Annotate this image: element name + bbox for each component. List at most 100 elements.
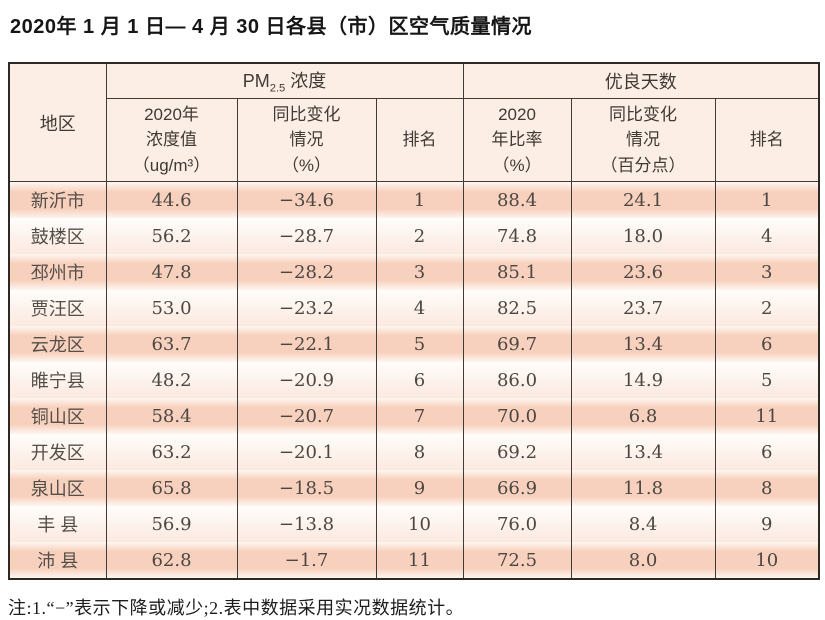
- region-cell: 泉山区: [8, 470, 107, 506]
- header-group-pm25: PM2.5 浓度: [105, 62, 464, 99]
- pm-rank-cell: 10: [375, 506, 464, 542]
- pm-rank-cell: 4: [375, 290, 464, 326]
- region-cell: 鼓楼区: [8, 218, 107, 254]
- table-row: 邳州市 47.8 −28.2 3 85.1 23.6 3: [8, 254, 820, 290]
- good-ratio-cell: 72.5: [462, 542, 572, 579]
- header-group-row: 地区 PM2.5 浓度 优良天数: [8, 62, 820, 182]
- header-pm-rank: 排名: [375, 98, 464, 182]
- pm-change-cell: −18.5: [236, 470, 377, 506]
- table-row: 睢宁县 48.2 −20.9 6 86.0 14.9 5: [8, 362, 820, 398]
- good-rank-cell: 4: [714, 218, 820, 254]
- pm-suffix: 浓度: [285, 71, 327, 92]
- good-rank-cell: 11: [714, 398, 820, 434]
- header-line: （%）: [492, 155, 542, 175]
- header-good-rank: 排名: [714, 98, 820, 182]
- pm-change-cell: −23.2: [236, 290, 377, 326]
- pm-change-cell: −28.2: [236, 254, 377, 290]
- good-rank-cell: 1: [714, 181, 820, 218]
- region-cell: 丰 县: [8, 506, 107, 542]
- good-ratio-cell: 82.5: [462, 290, 572, 326]
- good-change-cell: 23.6: [570, 254, 716, 290]
- good-change-cell: 18.0: [570, 218, 716, 254]
- pm-value-cell: 47.8: [105, 254, 238, 290]
- header-pm-change: 同比变化 情况 （%）: [236, 98, 377, 182]
- pm-change-cell: −20.9: [236, 362, 377, 398]
- header-good-ratio: 2020 年比率 （%）: [462, 98, 572, 182]
- pm-rank-cell: 9: [375, 470, 464, 506]
- header-region: 地区: [8, 62, 107, 182]
- pm-value-cell: 56.2: [105, 218, 238, 254]
- good-change-cell: 13.4: [570, 326, 716, 362]
- region-cell: 新沂市: [8, 181, 107, 218]
- region-cell: 云龙区: [8, 326, 107, 362]
- pm-subscript: 2.5: [269, 82, 286, 95]
- good-ratio-cell: 85.1: [462, 254, 572, 290]
- pm-change-cell: −22.1: [236, 326, 377, 362]
- region-cell: 开发区: [8, 434, 107, 470]
- good-change-cell: 14.9: [570, 362, 716, 398]
- page-title: 2020年 1 月 1 日— 4 月 30 日各县（市）区空气质量情况: [10, 16, 533, 38]
- pm-value-cell: 63.7: [105, 326, 238, 362]
- table-header: 地区 PM2.5 浓度 优良天数 2020年 浓度值 （ug/m³） 同比变化 …: [8, 62, 820, 182]
- pm-rank-cell: 1: [375, 181, 464, 218]
- header-line: 同比变化: [272, 104, 341, 124]
- good-ratio-cell: 86.0: [462, 362, 572, 398]
- pm-rank-cell: 11: [375, 542, 464, 579]
- pm-rank-cell: 5: [375, 326, 464, 362]
- pm-value-cell: 63.2: [105, 434, 238, 470]
- header-good-change: 同比变化 情况 （百分点）: [570, 98, 716, 182]
- table-row: 云龙区 63.7 −22.1 5 69.7 13.4 6: [8, 326, 820, 362]
- good-change-cell: 8.0: [570, 542, 716, 579]
- region-cell: 邳州市: [8, 254, 107, 290]
- pm-rank-cell: 8: [375, 434, 464, 470]
- pm-change-cell: −28.7: [236, 218, 377, 254]
- region-cell: 铜山区: [8, 398, 107, 434]
- header-line: 情况: [626, 130, 661, 150]
- pm-value-cell: 62.8: [105, 542, 238, 579]
- header-line: 2020年: [144, 104, 199, 124]
- table-row: 鼓楼区 56.2 −28.7 2 74.8 18.0 4: [8, 218, 820, 254]
- good-rank-cell: 8: [714, 470, 820, 506]
- pm-value-cell: 56.9: [105, 506, 238, 542]
- good-change-cell: 6.8: [570, 398, 716, 434]
- good-ratio-cell: 69.7: [462, 326, 572, 362]
- good-rank-cell: 6: [714, 434, 820, 470]
- good-change-cell: 24.1: [570, 181, 716, 218]
- header-line: 年比率: [491, 130, 543, 150]
- pm-rank-cell: 6: [375, 362, 464, 398]
- good-ratio-cell: 70.0: [462, 398, 572, 434]
- header-sub-row: 2020年 浓度值 （ug/m³） 同比变化 情况 （%） 排名 2020 年比…: [9, 98, 820, 182]
- good-rank-cell: 3: [714, 254, 820, 290]
- good-ratio-cell: 66.9: [462, 470, 572, 506]
- good-ratio-cell: 88.4: [462, 181, 572, 218]
- good-rank-cell: 5: [714, 362, 820, 398]
- good-change-cell: 11.8: [570, 470, 716, 506]
- pm-change-cell: −1.7: [236, 542, 377, 579]
- good-rank-cell: 10: [714, 542, 820, 579]
- header-pm-value: 2020年 浓度值 （ug/m³）: [105, 98, 238, 182]
- region-cell: 睢宁县: [8, 362, 107, 398]
- pm-value-cell: 44.6: [105, 181, 238, 218]
- air-quality-table: 地区 PM2.5 浓度 优良天数 2020年 浓度值 （ug/m³） 同比变化 …: [8, 62, 821, 580]
- good-ratio-cell: 74.8: [462, 218, 572, 254]
- table-body: 新沂市 44.6 −34.6 1 88.4 24.1 1 鼓楼区 56.2 −2…: [8, 181, 820, 579]
- good-rank-cell: 2: [714, 290, 820, 326]
- pm-change-cell: −20.7: [236, 398, 377, 434]
- header-line: （ug/m³）: [132, 155, 211, 175]
- good-rank-cell: 6: [714, 326, 820, 362]
- region-cell: 贾汪区: [8, 290, 107, 326]
- table-row: 沛 县 62.8 −1.7 11 72.5 8.0 10: [8, 542, 820, 579]
- region-cell: 沛 县: [8, 542, 107, 579]
- pm-value-cell: 48.2: [105, 362, 238, 398]
- good-rank-cell: 9: [714, 506, 820, 542]
- header-line: 浓度值: [146, 130, 197, 150]
- table-row: 贾汪区 53.0 −23.2 4 82.5 23.7 2: [8, 290, 820, 326]
- header-line: 2020: [498, 104, 536, 124]
- good-ratio-cell: 69.2: [462, 434, 572, 470]
- pm-rank-cell: 2: [375, 218, 464, 254]
- pm-value-cell: 58.4: [105, 398, 238, 434]
- header-group-good-days: 优良天数: [462, 62, 820, 99]
- pm-change-cell: −13.8: [236, 506, 377, 542]
- good-change-cell: 8.4: [570, 506, 716, 542]
- table-row: 开发区 63.2 −20.1 8 69.2 13.4 6: [8, 434, 820, 470]
